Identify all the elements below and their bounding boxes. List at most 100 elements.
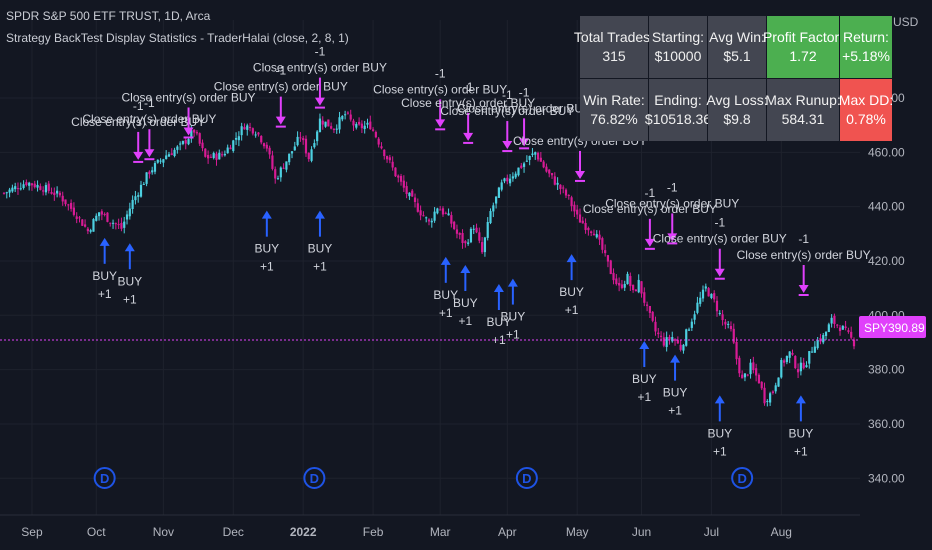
candle [659,335,663,337]
candle [824,331,828,336]
candle [777,377,780,387]
candle [690,321,693,328]
candle [265,144,268,149]
buy-signal-qty: +1 [260,260,274,274]
buy-signal-label: BUY [453,296,478,310]
candle [791,352,794,355]
dividend-marker-label: D [310,471,319,486]
candle [209,156,213,158]
candle [416,203,419,212]
exit-arrow-head [798,285,809,294]
buy-signal-label: BUY [487,315,512,329]
buy-signal-label: BUY [254,242,279,256]
candle [117,224,120,226]
candle [341,115,344,120]
buy-arrow-head [566,254,577,263]
candle [808,351,811,364]
candle [640,281,643,294]
candle [489,211,492,224]
buy-signal-label: BUY [789,426,814,440]
candle [139,184,143,197]
candle [374,131,377,138]
candle [402,180,405,188]
candle [327,119,330,127]
candle [246,125,249,130]
candle [338,117,341,130]
dividend-marker-label: D [737,471,746,486]
candle [310,149,313,161]
x-tick-label: Jul [704,525,719,539]
candle [836,324,839,326]
candle [506,177,509,182]
candle [260,135,263,143]
candle [19,188,22,190]
candle [752,362,755,371]
candle [453,221,456,230]
candle [288,153,291,163]
candle [495,196,498,204]
candle [567,195,570,197]
stats-cell: Ending: $10518.36 [645,79,711,141]
candle [587,227,590,231]
exit-signal-qty: -1 [502,88,513,102]
exit-signal-qty: -1 [144,96,155,110]
candle [332,128,336,131]
exit-signal-qty: -1 [645,186,656,200]
candle [411,190,414,197]
buy-signal-label: BUY [92,269,117,283]
candle [142,183,145,185]
buy-signal-label: BUY [632,372,657,386]
candle [349,114,352,120]
candle [592,233,596,236]
candle [316,131,319,142]
candle [799,362,802,372]
candle [841,325,844,330]
candle [282,167,285,169]
exit-arrow-head [502,141,513,150]
candle [369,121,372,130]
candle [467,242,470,244]
candle [483,237,487,253]
chart-symbol-title[interactable]: SPDR S&P 500 ETF TRUST, 1D, Arca [6,9,211,23]
stats-value: $10518.36 [644,111,712,127]
candle [769,393,772,403]
buy-signal-qty: +1 [668,404,682,418]
buy-signal-label: BUY [433,288,458,302]
candle [47,183,50,191]
candle [229,147,232,150]
buy-arrow-head [714,395,725,404]
x-tick-label: Aug [771,525,792,539]
candle [542,161,545,168]
candle [226,147,229,154]
dividend-marker-icon[interactable] [93,467,116,489]
buy-signal-label: BUY [663,386,688,400]
dividend-marker-icon[interactable] [731,467,754,489]
candle [741,374,744,379]
dividend-marker-icon[interactable] [515,467,538,489]
candle [743,373,747,378]
candle [125,214,129,220]
candle [330,126,333,129]
stats-cell: Win Rate: 76.82% [580,79,648,141]
x-tick-label: Nov [153,525,174,539]
candle [215,153,218,160]
candle [64,199,67,205]
exit-arrow-head [133,151,144,160]
exit-signal-label: Close entry(s) order BUY [605,196,739,210]
dividend-marker-icon[interactable] [303,467,326,489]
exit-arrow-head [519,138,530,147]
candle [165,155,168,160]
buy-signal-qty: +1 [713,444,727,458]
candle [61,195,64,202]
stats-value: 0.78% [846,111,886,127]
candle [131,199,134,210]
stats-cell: Return: +5.18% [840,16,892,78]
strategy-title[interactable]: Strategy BackTest Display Statistics - T… [6,31,349,45]
candle [735,341,738,360]
exit-signal-label: Close entry(s) order BUY [214,80,348,94]
candle [234,137,238,140]
candle [559,184,562,189]
candle [598,234,601,240]
candle [727,323,730,325]
candle [413,197,417,203]
